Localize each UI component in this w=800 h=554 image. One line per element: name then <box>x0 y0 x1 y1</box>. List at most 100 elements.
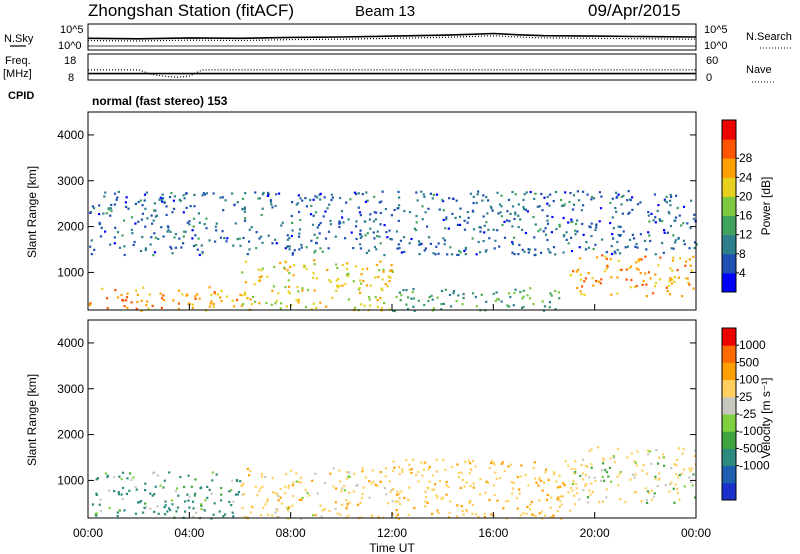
velocity-cell-414 <box>431 512 434 515</box>
power-cell-520 <box>442 237 445 240</box>
power-cell-587 <box>628 238 632 241</box>
power-cell-841 <box>581 222 584 226</box>
power-cell-827 <box>262 191 265 194</box>
power-cell-152 <box>376 299 379 302</box>
power-cell-1092 <box>161 193 164 196</box>
power-cell-160 <box>361 268 364 271</box>
power-cell-393 <box>628 267 631 270</box>
velocity-cell-313 <box>408 468 411 471</box>
power-cell-1050 <box>524 231 527 235</box>
velocity-cell-523 <box>635 464 639 467</box>
power-cell-264 <box>512 304 515 307</box>
power-cell-896 <box>647 231 650 234</box>
power-cell-1125 <box>261 241 264 244</box>
freq-series-line-1 <box>88 69 696 78</box>
velocity-cell-266 <box>338 480 342 483</box>
power-cell-403 <box>342 221 345 224</box>
velocity-cell-429 <box>556 498 559 501</box>
velocity-cell-622 <box>608 466 612 469</box>
power-cell-574 <box>527 251 530 254</box>
power-cell-722 <box>300 246 303 249</box>
power-cell-332 <box>595 256 599 259</box>
velocity-cell-197 <box>357 503 360 506</box>
velocity-cell-484 <box>559 485 562 488</box>
power-cell-1080 <box>454 216 457 219</box>
velocity-cell-353 <box>560 503 563 506</box>
power-cell-708 <box>123 253 126 257</box>
power-cell-966 <box>616 195 619 198</box>
velocity-cell-168 <box>346 502 349 505</box>
power-cell-763 <box>533 197 536 200</box>
noise-panel: N.Sky 10^5 10^0 10^5 10^0 N.Search <box>4 23 792 52</box>
power-cell-222 <box>548 301 551 304</box>
power-cell-651 <box>379 211 382 215</box>
power-cell-937 <box>415 214 418 218</box>
velocity-cell-14 <box>168 471 171 474</box>
velocity-cell-467 <box>428 465 431 469</box>
power-cell-993 <box>296 202 299 205</box>
power-cell-493 <box>456 223 459 226</box>
velocity-cell-261 <box>285 473 288 476</box>
power-cell-699 <box>464 248 467 251</box>
power-cell-765 <box>299 197 302 200</box>
power-cell-247 <box>554 308 557 311</box>
velocity-cell-134 <box>164 513 167 516</box>
power-cell-624 <box>400 251 403 254</box>
velocity-cell-218 <box>277 516 280 519</box>
power-cell-961 <box>340 210 344 213</box>
power-cell-656 <box>628 211 631 214</box>
power-cell-140 <box>355 265 358 268</box>
velocity-cell-225 <box>264 503 267 506</box>
velocity-cell-47 <box>231 479 234 482</box>
power-cell-817 <box>626 199 629 202</box>
power-cell-84 <box>289 265 292 269</box>
velocity-cell-364 <box>435 470 438 473</box>
power-colorbar-label: Power [dB] <box>759 177 773 236</box>
power-cell-188 <box>347 298 350 301</box>
velocity-cell-98 <box>117 493 120 496</box>
power-cell-1009 <box>389 237 392 241</box>
power-cell-947 <box>266 194 269 197</box>
velocity-cell-66 <box>91 503 95 506</box>
velocity-cell-10 <box>166 510 169 513</box>
power-cell-861 <box>151 222 154 225</box>
power-cell-1118 <box>153 251 157 254</box>
velocity-cell-447 <box>424 505 427 508</box>
power-cell-113 <box>301 287 304 290</box>
power-cell-1096 <box>130 216 134 219</box>
power-cell-779 <box>170 192 173 195</box>
power-cell-948 <box>355 237 358 241</box>
velocity-cell-158 <box>244 516 247 519</box>
power-cell-786 <box>615 191 618 194</box>
power-cell-58 <box>142 286 145 289</box>
power-cell-35 <box>125 299 128 302</box>
velocity-cell-41 <box>120 493 123 496</box>
power-cell-376 <box>654 281 658 284</box>
velocity-cell-86 <box>116 515 119 518</box>
power-cell-87 <box>274 302 277 305</box>
power-cell-565 <box>388 229 391 232</box>
power-cell-438 <box>275 193 278 196</box>
power-cell-365 <box>575 270 578 273</box>
power-cell-30 <box>210 293 213 296</box>
power-cell-446 <box>200 244 203 247</box>
velocity-cell-252 <box>372 480 375 483</box>
velocity-cell-274 <box>300 498 303 501</box>
velocity-cell-485 <box>549 515 552 519</box>
power-cell-527 <box>509 212 512 215</box>
velocity-cell-332 <box>524 474 527 477</box>
velocity-cell-79 <box>232 515 235 518</box>
power-cell-269 <box>427 299 430 303</box>
velocity-cell-118 <box>210 492 213 495</box>
velocity-cell-140 <box>348 491 351 494</box>
power-cell-97 <box>390 269 393 272</box>
power-cell-357 <box>597 280 600 283</box>
velocity-cell-75 <box>218 510 221 513</box>
velocity-cell-17 <box>176 506 180 509</box>
velocity-cell-510 <box>672 487 675 490</box>
power-cell-789 <box>236 201 239 204</box>
velocity-cell-587 <box>600 469 604 472</box>
velocity-cell-239 <box>347 514 350 517</box>
velocity-cell-576 <box>618 473 621 476</box>
